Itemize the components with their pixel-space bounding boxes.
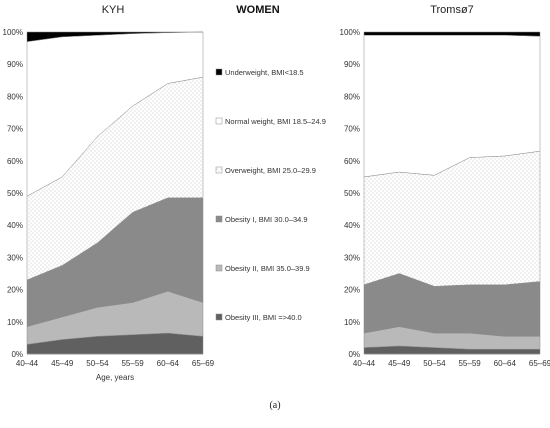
x-tick-label: 45–49 [388, 359, 411, 368]
x-tick-label: 55–59 [121, 359, 144, 368]
area-underweight [363, 31, 541, 37]
legend-label-normal: Normal weight, BMI 18.5–24.9 [225, 117, 326, 126]
y-tick-label: 40% [7, 221, 23, 230]
y-tick-label: 90% [344, 60, 360, 69]
y-tick-label: 10% [7, 318, 23, 327]
legend-label-obesity3: Obesity III, BMI =>40.0 [225, 313, 302, 322]
legend-label-obesity2: Obesity II, BMI 35.0–39.9 [225, 264, 310, 273]
x-tick-label: 50–54 [423, 359, 446, 368]
center-title: WOMEN [236, 4, 279, 16]
y-tick-label: 0% [348, 350, 360, 359]
y-tick-label: 50% [344, 189, 360, 198]
y-tick-label: 30% [344, 253, 360, 262]
y-tick-label: 70% [344, 125, 360, 134]
legend-label-underweight: Underweight, BMI<18.5 [225, 68, 304, 77]
y-tick-label: 40% [344, 221, 360, 230]
y-tick-label: 60% [7, 157, 23, 166]
left-panel-title: KYH [102, 4, 125, 16]
y-tick-label: 80% [344, 92, 360, 101]
legend-swatch-underweight [215, 68, 223, 76]
legend: Underweight, BMI<18.5 Normal weight, BMI … [215, 68, 326, 322]
legend-swatch-obesity1 [215, 215, 223, 223]
x-tick-label: 60–64 [494, 359, 517, 368]
right-panel-title: Tromsø7 [430, 4, 474, 16]
y-tick-label: 80% [7, 92, 23, 101]
x-tick-label: 65–69 [192, 359, 215, 368]
x-tick-label: 40–44 [16, 359, 39, 368]
x-tick-label: 50–54 [86, 359, 109, 368]
y-tick-label: 60% [344, 157, 360, 166]
figure-caption: (a) [269, 400, 280, 411]
x-tick-label: 60–64 [157, 359, 180, 368]
y-tick-label: 0% [11, 350, 23, 359]
x-axis-title: Age, years [96, 373, 134, 382]
y-tick-label: 90% [7, 60, 23, 69]
y-tick-label: 50% [7, 189, 23, 198]
y-tick-label: 70% [7, 125, 23, 134]
area-underweight [26, 31, 204, 42]
y-tick-label: 10% [344, 318, 360, 327]
x-tick-label: 65–69 [529, 359, 550, 368]
y-tick-label: 20% [7, 286, 23, 295]
legend-swatch-overweight [215, 166, 223, 174]
x-tick-label: 55–59 [458, 359, 481, 368]
x-tick-label: 40–44 [353, 359, 376, 368]
legend-label-overweight: Overweight, BMI 25.0–29.9 [225, 166, 316, 175]
y-tick-label: 100% [340, 28, 360, 37]
y-tick-label: 30% [7, 253, 23, 262]
x-tick-label: 45–49 [51, 359, 74, 368]
y-tick-label: 20% [344, 286, 360, 295]
chart-tromso7: 0% 10% 20% 30% 40% 50% 60% 70% 80% 90% 100% 40–44 45… [340, 28, 550, 368]
legend-swatch-obesity3 [215, 313, 223, 321]
legend-swatch-obesity2 [215, 264, 223, 272]
legend-label-obesity1: Obesity I, BMI 30.0–34.9 [225, 215, 308, 224]
legend-swatch-normal [215, 117, 223, 125]
y-tick-label: 100% [3, 28, 23, 37]
chart-kyh: 0% 10% 20% 30% 40% 50% 60% 70% 80% 90% 100% 40–44 45… [3, 28, 215, 382]
